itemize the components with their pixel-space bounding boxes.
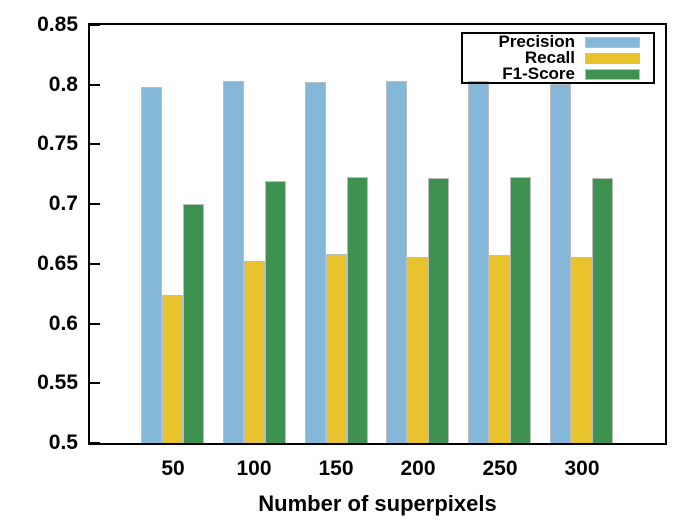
bar-precision-100 [223,81,244,443]
bar-recall-100 [244,261,265,443]
y-tick-label: 0.6 [48,312,78,335]
bar-f1-score-200 [428,178,449,443]
bar-precision-250 [468,81,489,443]
legend-swatch-recall [585,52,640,64]
x-tick-label: 100 [236,457,272,480]
y-tick [90,84,100,86]
y-tick-label: 0.5 [48,431,78,454]
legend-label: Precision [498,32,575,51]
legend-item-precision: Precision [463,32,653,51]
x-tick-label: 250 [482,457,518,480]
x-tick-label: 150 [318,457,354,480]
bar-f1-score-50 [183,204,204,443]
y-tick-label: 0.75 [37,132,78,155]
x-tick-label: 200 [400,457,436,480]
bar-recall-150 [326,254,347,443]
y-tick [90,263,100,265]
bar-precision-50 [141,87,162,443]
y-tick [90,203,100,205]
x-axis-title: Number of superpixels [258,491,497,516]
bar-f1-score-250 [510,177,531,443]
x-tick-label: 300 [564,457,600,480]
legend-swatch-precision [585,36,640,48]
legend-item-recall: Recall [463,48,653,67]
bar-recall-250 [489,255,510,443]
bar-group-200 [386,81,449,443]
bar-group-300 [550,84,613,443]
y-tick-label: 0.85 [37,13,78,36]
legend-label: F1-Score [502,64,575,83]
y-tick-label: 0.8 [48,73,78,96]
bar-recall-300 [571,257,592,443]
legend-item-f1-score: F1-Score [463,64,653,83]
bar-f1-score-100 [265,181,286,443]
bar-group-250 [468,81,531,443]
legend: Precision Recall F1-Score [461,32,655,84]
bar-f1-score-300 [592,178,613,443]
y-tick-label: 0.55 [37,371,78,394]
y-tick-label: 0.7 [48,192,78,215]
y-tick [90,442,100,444]
bar-group-50 [141,87,204,443]
bar-f1-score-150 [347,177,368,443]
bar-recall-200 [407,257,428,443]
y-tick [90,382,100,384]
plot-inner [90,24,665,444]
bar-group-100 [223,81,286,443]
y-tick [90,143,100,145]
y-tick-label: 0.65 [37,252,78,275]
bar-group-150 [305,82,368,443]
plot-area [88,23,667,445]
y-tick [90,24,100,26]
bar-precision-300 [550,84,571,443]
bar-precision-150 [305,82,326,443]
bar-precision-200 [386,81,407,443]
legend-swatch-f1-score [585,68,640,80]
x-tick-label: 50 [161,457,185,480]
bar-recall-50 [162,295,183,443]
y-tick [90,323,100,325]
legend-label: Recall [524,48,575,67]
